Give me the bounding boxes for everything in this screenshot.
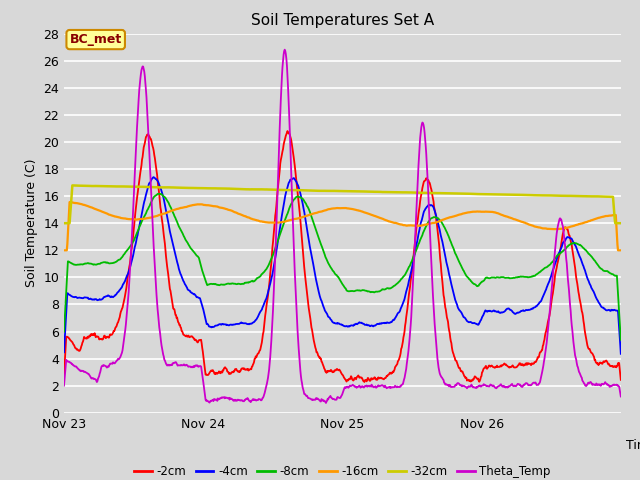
- Title: Soil Temperatures Set A: Soil Temperatures Set A: [251, 13, 434, 28]
- Legend: -2cm, -4cm, -8cm, -16cm, -32cm, Theta_Temp: -2cm, -4cm, -8cm, -16cm, -32cm, Theta_Te…: [129, 460, 556, 480]
- Text: BC_met: BC_met: [70, 33, 122, 46]
- Y-axis label: Soil Temperature (C): Soil Temperature (C): [25, 159, 38, 288]
- Text: Time: Time: [627, 439, 640, 452]
